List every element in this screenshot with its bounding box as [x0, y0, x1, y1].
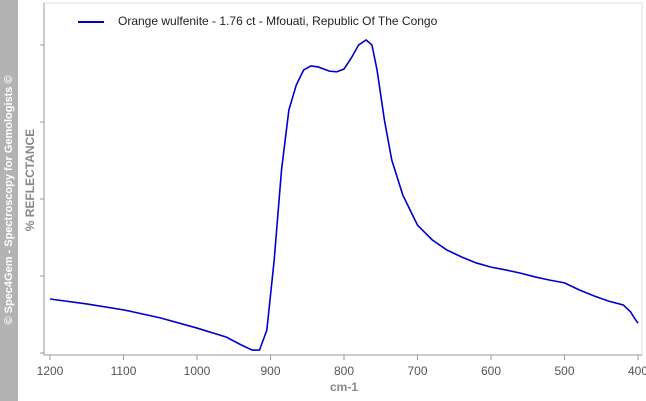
- x-tick-label: 1200: [37, 364, 64, 378]
- x-tick-label: 500: [554, 364, 574, 378]
- spectrum-line: [49, 39, 639, 351]
- y-axis-label: % REFLECTANCE: [23, 129, 37, 231]
- x-tick-label: 700: [407, 364, 427, 378]
- legend-label: Orange wulfenite - 1.76 ct - Mfouati, Re…: [118, 14, 438, 28]
- x-tick-label: 1100: [111, 364, 137, 378]
- x-tick-label: 1000: [184, 364, 211, 378]
- plot-frame: [43, 2, 643, 356]
- x-tick-label: 800: [334, 364, 354, 378]
- y-axis-ticks: [40, 44, 44, 354]
- x-axis-label: cm-1: [330, 380, 358, 394]
- x-tick-label: 400: [628, 364, 646, 378]
- watermark: © Spec4Gem - Spectroscopy for Gemologist…: [3, 75, 15, 324]
- x-tick-label: 600: [481, 364, 501, 378]
- x-tick-label: 900: [260, 364, 280, 378]
- watermark-band: [0, 0, 18, 401]
